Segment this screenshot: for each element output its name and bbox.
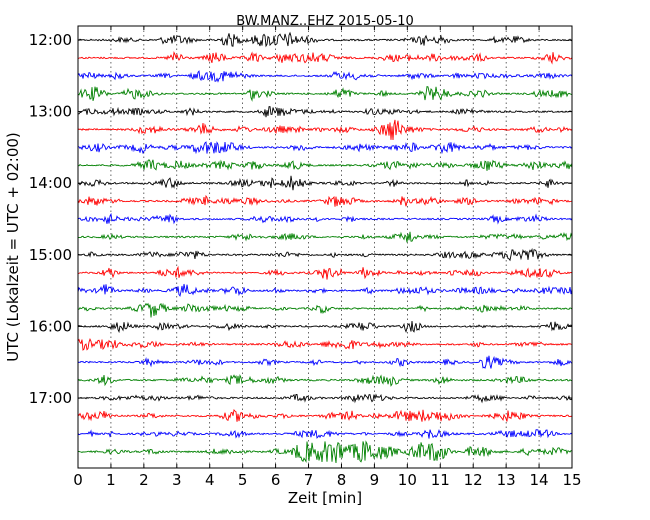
chart-title: BW.MANZ..EHZ 2015-05-10 bbox=[236, 14, 414, 29]
grid-lines bbox=[110, 26, 540, 468]
x-tick-label: 2 bbox=[139, 471, 149, 489]
y-axis-ticks: 12:00 13:00 14:00 15:00 16:00 17:00 bbox=[29, 31, 572, 407]
x-axis-ticks: 0 1 2 3 4 5 6 7 8 9 10 11 12 13 14 15 bbox=[73, 26, 582, 489]
y-tick-label: 14:00 bbox=[29, 174, 72, 192]
y-tick-label: 16:00 bbox=[29, 317, 72, 335]
trace-1445 bbox=[77, 231, 573, 243]
trace-1530 bbox=[77, 283, 573, 297]
trace-1415 bbox=[77, 194, 573, 207]
trace-1400 bbox=[77, 175, 573, 191]
trace-1315 bbox=[77, 119, 573, 140]
y-tick-label: 15:00 bbox=[29, 246, 72, 264]
trace-1700 bbox=[77, 393, 573, 404]
trace-1645 bbox=[77, 374, 573, 387]
plot-frame bbox=[77, 25, 573, 469]
trace-1630 bbox=[77, 355, 573, 369]
y-tick-label: 13:00 bbox=[29, 103, 72, 121]
x-tick-label: 8 bbox=[337, 471, 347, 489]
x-tick-label: 14 bbox=[530, 471, 549, 489]
trace-1615 bbox=[77, 337, 573, 351]
trace-1300 bbox=[77, 106, 573, 118]
y-tick-label: 17:00 bbox=[29, 389, 72, 407]
x-tick-label: 3 bbox=[172, 471, 182, 489]
x-tick-label: 13 bbox=[497, 471, 516, 489]
trace-1545 bbox=[77, 302, 573, 318]
x-tick-label: 11 bbox=[431, 471, 450, 489]
y-tick-label: 12:00 bbox=[29, 31, 72, 49]
x-tick-label: 9 bbox=[370, 471, 380, 489]
trace-1345 bbox=[77, 159, 573, 171]
x-tick-label: 4 bbox=[205, 471, 215, 489]
trace-1730 bbox=[77, 428, 573, 439]
traces bbox=[77, 31, 573, 464]
trace-1600 bbox=[77, 321, 573, 334]
x-tick-label: 0 bbox=[73, 471, 83, 489]
x-tick-label: 15 bbox=[562, 471, 581, 489]
y-axis-label: UTC (Lokalzeit = UTC + 02:00) bbox=[4, 132, 22, 362]
x-tick-label: 10 bbox=[398, 471, 417, 489]
trace-1330 bbox=[77, 141, 573, 155]
x-tick-label: 5 bbox=[238, 471, 248, 489]
trace-1245 bbox=[77, 85, 573, 102]
trace-1215 bbox=[77, 51, 573, 65]
trace-1430 bbox=[77, 212, 573, 225]
trace-1230 bbox=[77, 70, 573, 83]
x-tick-label: 7 bbox=[304, 471, 314, 489]
trace-1500 bbox=[77, 247, 573, 262]
x-tick-label: 6 bbox=[271, 471, 281, 489]
trace-1200 bbox=[77, 31, 573, 48]
trace-1515 bbox=[77, 265, 573, 280]
x-tick-label: 1 bbox=[106, 471, 116, 489]
x-tick-label: 12 bbox=[464, 471, 483, 489]
trace-1715 bbox=[77, 408, 573, 422]
trace-1745 bbox=[77, 440, 573, 464]
x-axis-label: Zeit [min] bbox=[288, 489, 362, 507]
